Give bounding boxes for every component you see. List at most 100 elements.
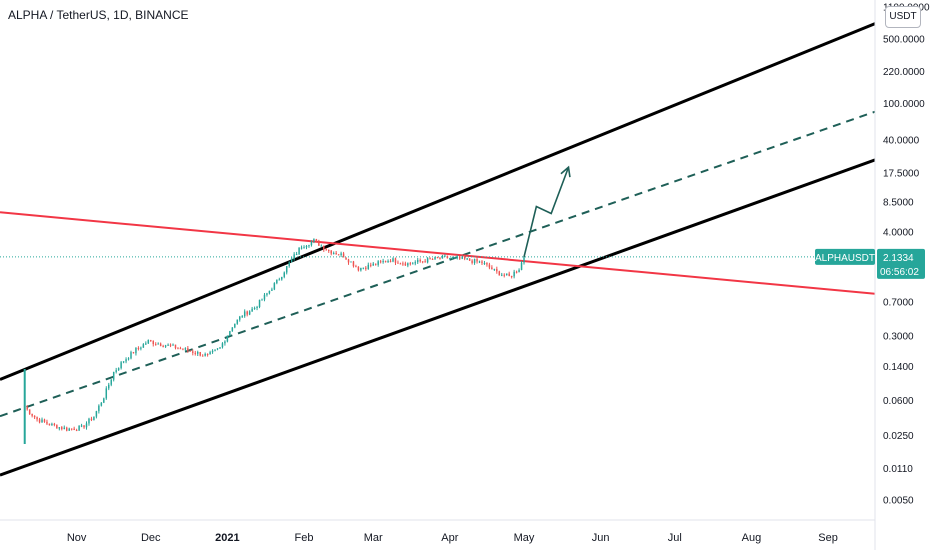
y-tick-label: 0.7000 <box>883 298 914 309</box>
candle-body <box>407 263 409 266</box>
candle <box>73 426 75 431</box>
candle <box>130 350 132 360</box>
candle-body <box>90 418 93 421</box>
candle-body <box>28 409 31 415</box>
y-tick-label: 17.5000 <box>883 169 920 180</box>
candle <box>459 255 461 261</box>
candle-body <box>503 274 505 276</box>
candle <box>493 268 496 271</box>
candle <box>169 343 172 348</box>
candle-body <box>439 257 441 259</box>
candle <box>127 357 130 361</box>
candle <box>308 244 310 248</box>
candle-body <box>515 271 518 273</box>
candle <box>283 271 285 279</box>
candle-body <box>65 427 68 431</box>
candle-body <box>169 344 172 346</box>
candle <box>481 260 483 265</box>
candle <box>239 315 241 322</box>
candle <box>392 257 394 263</box>
candle-body <box>182 348 184 350</box>
candle-body <box>357 266 360 271</box>
candle-body <box>513 271 515 277</box>
candle-body <box>434 257 436 260</box>
candle <box>313 238 315 244</box>
candle-body <box>424 261 426 263</box>
candle-body <box>471 260 473 263</box>
candle <box>414 260 416 266</box>
y-tick-label: 220.0000 <box>883 67 925 78</box>
candle-body <box>75 430 78 432</box>
candle-body <box>130 352 132 359</box>
candle-body <box>85 423 88 428</box>
candle <box>508 271 510 277</box>
candle-body <box>459 256 461 259</box>
candle <box>454 256 456 259</box>
candle-body <box>419 259 421 262</box>
candle-body <box>281 276 283 280</box>
candle <box>476 257 478 264</box>
candle-body <box>426 258 429 263</box>
candle-body <box>184 348 187 350</box>
candle <box>28 409 31 415</box>
candle <box>179 346 182 350</box>
candle <box>219 347 221 349</box>
candle-body <box>236 319 239 324</box>
candle-body <box>372 263 374 266</box>
candle-body <box>219 347 221 349</box>
currency-button[interactable]: USDT <box>885 6 921 28</box>
candle <box>505 273 508 276</box>
candle-body <box>300 247 303 249</box>
trendline <box>0 211 875 295</box>
x-tick-label: Mar <box>364 532 383 544</box>
candle-body <box>518 269 520 273</box>
candle-body <box>394 258 397 263</box>
candle-body <box>276 279 278 284</box>
candle <box>194 350 197 356</box>
candle <box>374 263 377 266</box>
candle-body <box>125 359 127 362</box>
candle-body <box>446 255 449 259</box>
candle <box>379 259 382 264</box>
candle <box>98 404 100 414</box>
candle <box>320 244 323 247</box>
candle <box>384 260 387 263</box>
candle-body <box>253 308 256 310</box>
candle-body <box>404 263 407 266</box>
candle-body <box>399 263 402 265</box>
candle-body <box>328 249 330 251</box>
candle-body <box>481 261 483 264</box>
candle-body <box>63 427 66 430</box>
candle-body <box>201 355 204 357</box>
candle <box>285 266 288 275</box>
candle <box>58 426 61 431</box>
candle <box>295 251 298 256</box>
candle-body <box>115 370 117 372</box>
candle-body <box>48 423 51 426</box>
candle <box>271 287 273 291</box>
candle-body <box>127 358 130 360</box>
candle <box>145 341 147 345</box>
x-tick-label: Dec <box>141 532 161 544</box>
candle-body <box>451 257 454 259</box>
candle-body <box>206 353 209 355</box>
candle <box>429 257 431 260</box>
candle-body <box>103 398 105 403</box>
candle-body <box>43 419 46 422</box>
candles <box>23 238 525 444</box>
candle-body <box>147 340 150 344</box>
candle-body <box>347 259 350 263</box>
candle <box>293 252 295 261</box>
candle <box>246 310 248 317</box>
candle-body <box>196 351 199 354</box>
x-tick-label: Apr <box>441 532 458 544</box>
candle <box>243 309 246 318</box>
candle <box>407 262 409 268</box>
candle <box>224 340 226 346</box>
candle <box>444 254 446 257</box>
candle <box>229 330 231 336</box>
projection-arrow-path <box>523 166 570 258</box>
candle <box>451 256 454 260</box>
